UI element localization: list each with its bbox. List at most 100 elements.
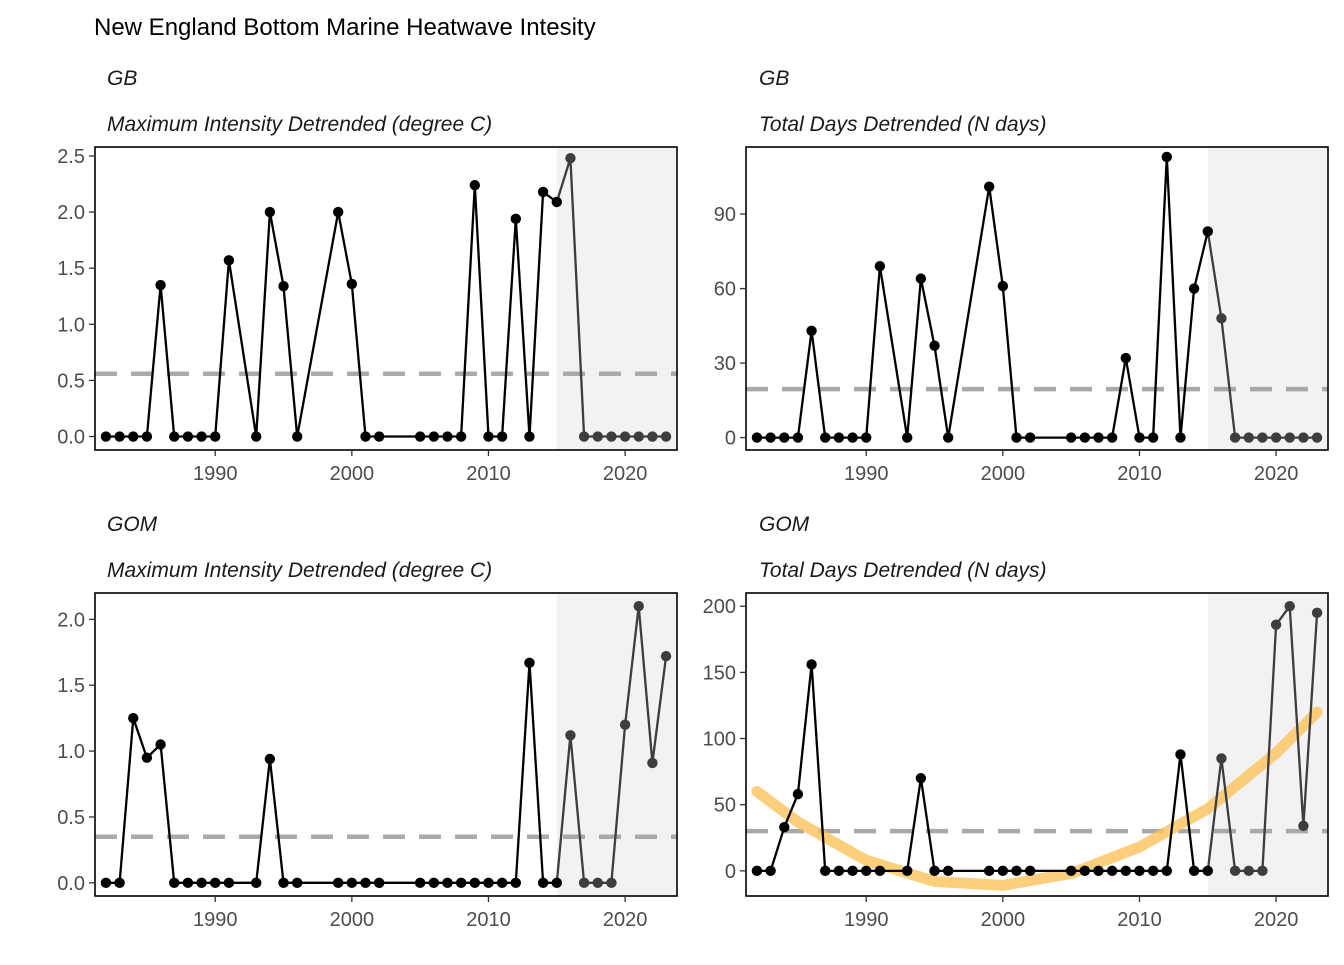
data-point (820, 865, 831, 877)
data-point (1298, 820, 1309, 832)
data-point (1270, 619, 1282, 630)
data-point (633, 600, 644, 612)
data-point (1257, 432, 1268, 443)
data-point (169, 431, 180, 442)
y-tick-label: 2.5 (57, 146, 85, 168)
data-point (847, 432, 858, 443)
data-point (264, 753, 276, 765)
data-point (1175, 749, 1186, 760)
data-point (210, 877, 221, 889)
y-tick-label: 2.0 (57, 202, 85, 224)
plot-content (746, 151, 1328, 443)
data-point (1257, 865, 1268, 877)
panel-region-label: GB (107, 67, 137, 90)
recent-period-shade (1207, 593, 1328, 896)
data-point (765, 865, 776, 877)
data-point (291, 877, 303, 889)
data-point (455, 431, 467, 442)
data-point (1147, 432, 1159, 443)
data-point (1216, 313, 1227, 324)
data-point (373, 431, 385, 442)
data-point (1079, 432, 1091, 443)
y-tick-label: 1.0 (57, 741, 85, 763)
data-point (128, 431, 139, 442)
data-point (1229, 432, 1241, 443)
panel-region-label: GOM (107, 513, 158, 536)
data-point (792, 788, 804, 800)
data-point (833, 432, 845, 443)
plot-content (746, 601, 1328, 891)
data-point (360, 431, 371, 442)
y-tick-label: 1.5 (57, 675, 85, 697)
data-point (483, 877, 494, 889)
data-point (524, 657, 535, 669)
data-point (1161, 865, 1172, 877)
panel-gom-intensity: GOM Maximum Intensity Detrended (degree … (107, 513, 492, 582)
data-point (942, 865, 954, 877)
data-point (578, 877, 590, 889)
x-tick-label: 2020 (1254, 463, 1299, 485)
series-line (105, 184, 558, 438)
recent-period-shade (556, 593, 677, 896)
x-tick-label: 2010 (1117, 909, 1162, 931)
data-point (469, 877, 481, 889)
y-tick-label: 30 (714, 353, 736, 375)
data-point (1284, 601, 1295, 612)
x-tick-label: 1990 (193, 909, 238, 931)
x-tick-label: 1990 (844, 463, 889, 485)
figure-title: New England Bottom Marine Heatwave Intes… (94, 14, 596, 41)
panel-subtitle: Maximum Intensity Detrended (degree C) (107, 559, 492, 582)
panel-region-label: GB (759, 67, 789, 90)
data-point (619, 431, 631, 442)
data-point (902, 432, 913, 443)
data-point (1134, 865, 1145, 877)
data-point (565, 153, 576, 164)
data-point (861, 432, 872, 443)
data-point (223, 877, 235, 889)
data-point (510, 877, 521, 889)
data-point (1270, 432, 1282, 443)
data-point (660, 651, 672, 662)
data-point (792, 432, 804, 443)
data-point (141, 431, 153, 442)
data-point (332, 877, 344, 889)
y-tick-label: 60 (714, 279, 736, 301)
data-point (155, 279, 166, 291)
plot-area-2: 0.0 0.5 1.0 1.5 2.0 1990 2000 2010 2020 (57, 592, 678, 931)
data-point (1024, 865, 1036, 877)
data-point (1079, 865, 1091, 877)
panel-border (94, 592, 678, 897)
data-point (551, 196, 562, 208)
data-point (551, 877, 562, 889)
data-point (874, 261, 886, 272)
data-point (1311, 607, 1323, 619)
data-point (414, 431, 426, 442)
data-point (100, 431, 112, 442)
data-point (1147, 865, 1159, 877)
y-tick-label: 90 (714, 204, 736, 226)
data-point (1065, 865, 1077, 877)
data-point (291, 431, 303, 442)
data-point (578, 431, 590, 442)
data-point (833, 865, 845, 877)
data-point (1011, 432, 1022, 443)
data-point (915, 773, 927, 784)
x-tick-label: 2020 (603, 909, 648, 931)
x-tick-label: 2010 (466, 463, 511, 485)
data-point (592, 431, 603, 442)
y-tick-label: 100 (703, 729, 736, 751)
data-point (779, 821, 790, 833)
data-point (1188, 865, 1200, 877)
data-point (1011, 865, 1022, 877)
panel-subtitle: Total Days Detrended (N days) (759, 559, 1047, 582)
data-point (847, 865, 858, 877)
data-point (428, 877, 440, 889)
data-point (942, 432, 954, 443)
data-point (1188, 283, 1200, 294)
data-point (483, 431, 494, 442)
data-point (455, 877, 467, 889)
plot-area-0: 0.0 0.5 1.0 1.5 2.0 2.5 1990 2000 2010 2020 (57, 146, 678, 485)
data-point (660, 431, 672, 442)
data-point (1175, 432, 1186, 443)
